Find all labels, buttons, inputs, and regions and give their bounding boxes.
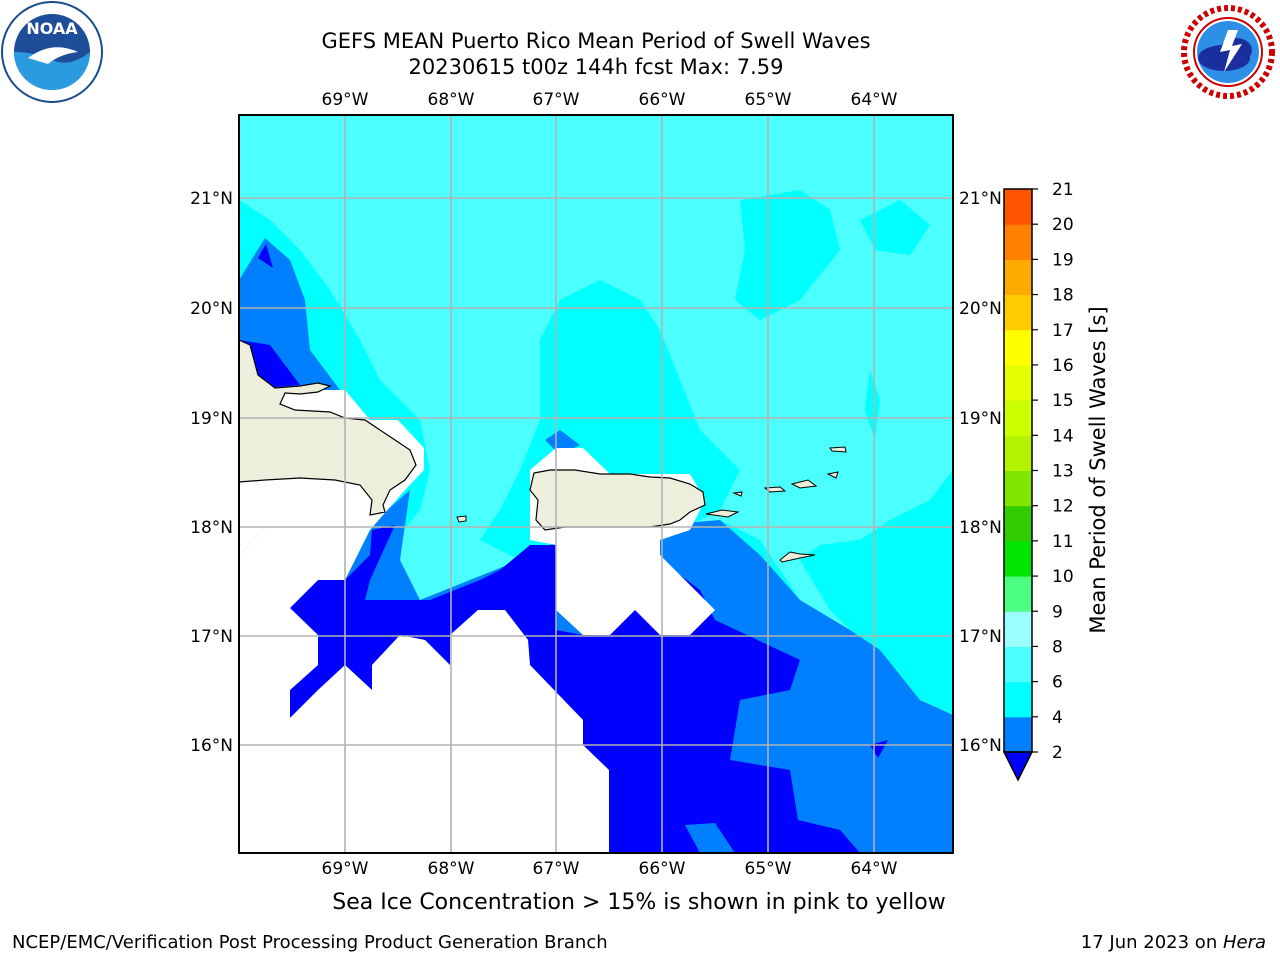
colorbar-segment xyxy=(1004,189,1032,225)
colorbar-segment xyxy=(1004,681,1032,718)
contour-band-4-6-east xyxy=(800,470,953,715)
colorbar-tick-label: 16 xyxy=(1052,356,1074,376)
contour-below-2-south xyxy=(290,525,860,853)
footer-date: 17 Jun 2023 on xyxy=(1080,932,1223,953)
contour-band-2-4-inlet xyxy=(685,823,735,853)
lon-label: 69°W xyxy=(322,90,369,110)
lon-labels-bottom: 69°W 68°W 67°W 66°W 65°W 64°W xyxy=(322,859,898,879)
lon-label: 69°W xyxy=(322,859,369,879)
lat-labels-left: 21°N 20°N 19°N 18°N 17°N 16°N xyxy=(190,189,233,756)
masked-south-west xyxy=(239,528,609,853)
lat-label: 17°N xyxy=(190,627,233,647)
colorbar-tick-label: 4 xyxy=(1052,708,1063,728)
lat-label: 19°N xyxy=(959,409,1002,429)
colorbar-tick-label: 6 xyxy=(1052,673,1063,693)
colorbar-segment xyxy=(1004,400,1032,436)
contour-band-4-6-ne xyxy=(860,200,930,255)
colorbar-tick-label: 21 xyxy=(1052,180,1074,200)
colorbar-tick-label: 20 xyxy=(1052,215,1074,235)
land-hispaniola xyxy=(239,339,417,516)
noaa-logo-icon: NOAA xyxy=(1,1,103,103)
colorbar-segment xyxy=(1004,611,1032,647)
colorbar-tick-label: 8 xyxy=(1052,637,1063,657)
colorbar-tick-label: 19 xyxy=(1052,250,1074,270)
graticule xyxy=(239,115,953,853)
colorbar-segment xyxy=(1004,716,1032,753)
map-frame xyxy=(238,114,954,854)
lon-label: 64°W xyxy=(851,859,898,879)
lon-label: 66°W xyxy=(639,90,686,110)
lon-label: 66°W xyxy=(639,859,686,879)
lat-label: 16°N xyxy=(959,736,1002,756)
lat-label: 20°N xyxy=(959,299,1002,319)
land-anegada xyxy=(829,446,847,453)
land-vieques xyxy=(705,509,740,518)
land-mona xyxy=(456,515,467,523)
sea-ice-note: Sea Ice Concentration > 15% is shown in … xyxy=(332,890,946,915)
lon-label: 68°W xyxy=(428,859,475,879)
colorbar-segment xyxy=(1004,576,1032,612)
lat-label: 18°N xyxy=(959,518,1002,538)
colorbar-tick-label: 11 xyxy=(1052,532,1074,552)
colorbar-extend-min xyxy=(1002,751,1034,782)
lat-label: 18°N xyxy=(190,518,233,538)
colorbar-tick-label: 9 xyxy=(1052,602,1063,622)
colorbar-tick-label: 10 xyxy=(1052,567,1074,587)
colorbar-tick-label: 17 xyxy=(1052,321,1074,341)
colorbar-tick-label: 14 xyxy=(1052,426,1074,446)
contour-band-4-6-streak xyxy=(865,370,880,440)
colorbar-tick-label: 15 xyxy=(1052,391,1074,411)
colorbar-segment xyxy=(1004,470,1032,507)
colorbar-segment xyxy=(1004,259,1032,296)
nws-logo-icon xyxy=(1180,4,1276,100)
lat-label: 16°N xyxy=(190,736,233,756)
colorbar-segment xyxy=(1004,646,1032,683)
lon-label: 64°W xyxy=(851,90,898,110)
lat-label: 21°N xyxy=(190,189,233,209)
colorbar-segment xyxy=(1004,505,1032,542)
lat-label: 19°N xyxy=(190,409,233,429)
colorbar-segment xyxy=(1004,540,1032,577)
contour-below-2-spot xyxy=(258,244,273,268)
lat-label: 21°N xyxy=(959,189,1002,209)
lon-label: 67°W xyxy=(533,90,580,110)
contour-band-4-6-north xyxy=(735,190,840,320)
colorbar-tick-label: 12 xyxy=(1052,497,1074,517)
lon-label: 65°W xyxy=(745,90,792,110)
colorbar-segment xyxy=(1004,435,1032,471)
chart-subtitle: 20230615 t00z 144h fcst Max: 7.59 xyxy=(408,55,784,79)
colorbar-segment xyxy=(1004,224,1032,260)
colorbar-tick-label: 18 xyxy=(1052,286,1074,306)
colorbar-segment xyxy=(1004,329,1032,366)
land-st-croix xyxy=(779,551,816,563)
lon-label: 68°W xyxy=(428,90,475,110)
lon-label: 67°W xyxy=(533,859,580,879)
noaa-logo-text: NOAA xyxy=(26,19,78,38)
lon-label: 65°W xyxy=(745,859,792,879)
footer-machine: Hera xyxy=(1222,932,1266,953)
lon-labels-top: 69°W 68°W 67°W 66°W 65°W 64°W xyxy=(322,90,898,110)
land-tortola xyxy=(790,479,818,489)
colorbar-label: Mean Period of Swell Waves [s] xyxy=(1086,306,1110,633)
land-culebra xyxy=(732,491,743,497)
footer-left: NCEP/EMC/Verification Post Processing Pr… xyxy=(12,932,608,953)
lat-label: 20°N xyxy=(190,299,233,319)
lat-labels-right: 21°N 20°N 19°N 18°N 17°N 16°N xyxy=(959,189,1002,756)
chart-title: GEFS MEAN Puerto Rico Mean Period of Swe… xyxy=(321,29,871,53)
footer-right: 17 Jun 2023 on Hera xyxy=(1081,932,1266,953)
colorbar-tick-label: 13 xyxy=(1052,462,1074,482)
lat-label: 17°N xyxy=(959,627,1002,647)
colorbar-segment xyxy=(1004,364,1032,401)
map-area xyxy=(239,115,953,853)
land-virgin-gorda xyxy=(826,471,839,479)
colorbar-tick-label: 2 xyxy=(1052,743,1063,763)
colorbar-segment xyxy=(1004,294,1032,331)
colorbar: 2 4 6 8 9 10 11 12 13 14 15 16 17 18 19 20 21 xyxy=(1002,180,1074,782)
